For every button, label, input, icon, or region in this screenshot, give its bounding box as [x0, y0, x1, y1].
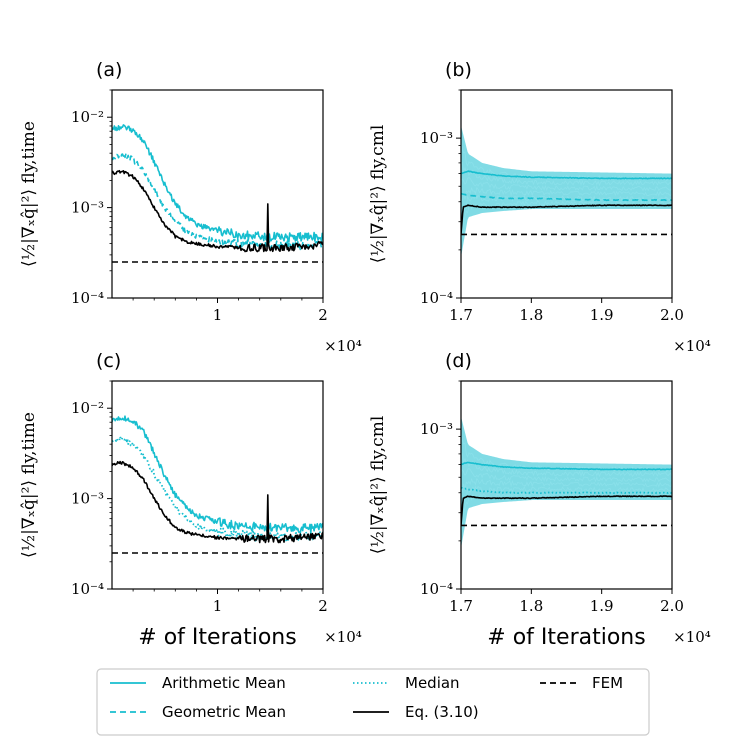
y-tick-label: 10⁻⁴: [420, 289, 453, 307]
y-tick-label: 10⁻³: [420, 420, 453, 438]
individual-run-trace: [461, 161, 672, 187]
panel-b: 1.7 1.8 1.9 2.0 10⁻⁴ 10⁻³ ×10⁴ (b) ⟨½|∇ₓq̂|²⟩ fl…: [368, 59, 711, 355]
axes-frame: [111, 89, 324, 299]
individual-run-trace: [461, 491, 672, 534]
x-tick-label: 1.7: [449, 597, 473, 615]
x-multiplier-label: ×10⁴: [324, 337, 362, 355]
spread-band: [461, 125, 672, 258]
axes-frame: [460, 89, 673, 299]
plot-area-b: [461, 125, 672, 258]
plot-area-c: [112, 415, 323, 554]
panel-label: (c): [96, 350, 121, 372]
x-multiplier-label: ×10⁴: [673, 337, 711, 355]
x-axis-label: # of Iterations: [138, 625, 296, 650]
series-median: [461, 486, 672, 495]
y-tick-label: 10⁻²: [71, 399, 104, 417]
y-axis-label: ⟨½|∇ₓq̂|²⟩ fly,cml: [368, 125, 388, 264]
series-median: [112, 435, 323, 543]
individual-run-trace: [461, 452, 672, 478]
x-tick-label: 1: [213, 597, 223, 615]
series-arithmetic-mean: [461, 461, 672, 471]
panel-a: 1 2 10⁻⁴ 10⁻³ 10⁻² ×10⁴ (a) ⟨½|∇ₓq̂|²⟩ fly,time: [19, 59, 362, 355]
legend-frame: [96, 668, 650, 736]
y-axis-label: ⟨½|∇ₓq̂|²⟩ fly,time: [19, 412, 39, 558]
x-tick-label: 2: [318, 306, 328, 324]
x-multiplier-label: ×10⁴: [673, 628, 711, 646]
y-tick-label: 10⁻⁴: [71, 580, 104, 598]
series-arithmetic-mean: [461, 170, 672, 180]
series-arithmetic-mean: [112, 415, 323, 534]
y-tick-label: 10⁻³: [420, 129, 453, 147]
legend-label: Eq. (3.10): [405, 703, 479, 721]
panel-d: 1.7 1.8 1.9 2.0 10⁻⁴ 10⁻³ ×10⁴ (d) ⟨½|∇ₓq̂|²⟩ fl…: [368, 350, 711, 650]
series-geometric-mean: [112, 152, 323, 251]
y-tick-label: 10⁻⁴: [420, 580, 453, 598]
x-tick-label: 1.9: [590, 597, 614, 615]
x-tick-label: 1: [213, 306, 223, 324]
axes-frame: [111, 380, 324, 590]
legend-label: FEM: [592, 674, 623, 692]
series-eq-3-10-: [112, 460, 323, 544]
y-axis-label: ⟨½|∇ₓq̂|²⟩ fly,time: [19, 121, 39, 267]
series-arithmetic-mean: [112, 124, 323, 243]
x-axis-label: # of Iterations: [487, 625, 645, 650]
y-tick-label: 10⁻³: [71, 490, 104, 508]
individual-run-trace: [461, 468, 672, 483]
series-eq-3-10-: [461, 204, 672, 235]
individual-run-trace: [461, 186, 672, 202]
legend: Arithmetic Mean Median FEM Geometric Mean Eq…: [96, 668, 650, 736]
series-eq-3-10-: [112, 169, 323, 253]
axes-frame: [460, 380, 673, 590]
x-tick-label: 1.7: [449, 306, 473, 324]
x-tick-label: 1.8: [519, 306, 543, 324]
y-tick-label: 10⁻²: [71, 108, 104, 126]
legend-label: Geometric Mean: [162, 703, 286, 721]
y-tick-label: 10⁻³: [71, 199, 104, 217]
panel-label: (a): [96, 59, 122, 81]
legend-label: Median: [405, 674, 460, 692]
individual-run-trace: [461, 200, 672, 243]
x-tick-label: 2.0: [660, 597, 684, 615]
series-eq-3-10-: [461, 495, 672, 526]
x-tick-label: 1.8: [519, 597, 543, 615]
panel-label: (b): [445, 59, 472, 81]
individual-run-trace: [461, 177, 672, 192]
plot-area-d: [461, 416, 672, 549]
x-tick-label: 2: [318, 597, 328, 615]
individual-run-trace: [461, 477, 672, 493]
plot-area-a: [112, 124, 323, 263]
panel-c: 1 2 10⁻⁴ 10⁻³ 10⁻² ×10⁴ (c) ⟨½|∇ₓq̂|²⟩ fly,time…: [19, 350, 362, 650]
x-tick-label: 2.0: [660, 306, 684, 324]
y-tick-label: 10⁻⁴: [71, 289, 104, 307]
series-geometric-mean: [461, 192, 672, 202]
panel-label: (d): [445, 350, 472, 372]
spread-band: [461, 416, 672, 549]
individual-run-trace: [461, 485, 672, 512]
legend-label: Arithmetic Mean: [162, 674, 286, 692]
x-multiplier-label: ×10⁴: [324, 628, 362, 646]
y-axis-label: ⟨½|∇ₓq̂|²⟩ fly,cml: [368, 416, 388, 555]
x-tick-label: 1.9: [590, 306, 614, 324]
